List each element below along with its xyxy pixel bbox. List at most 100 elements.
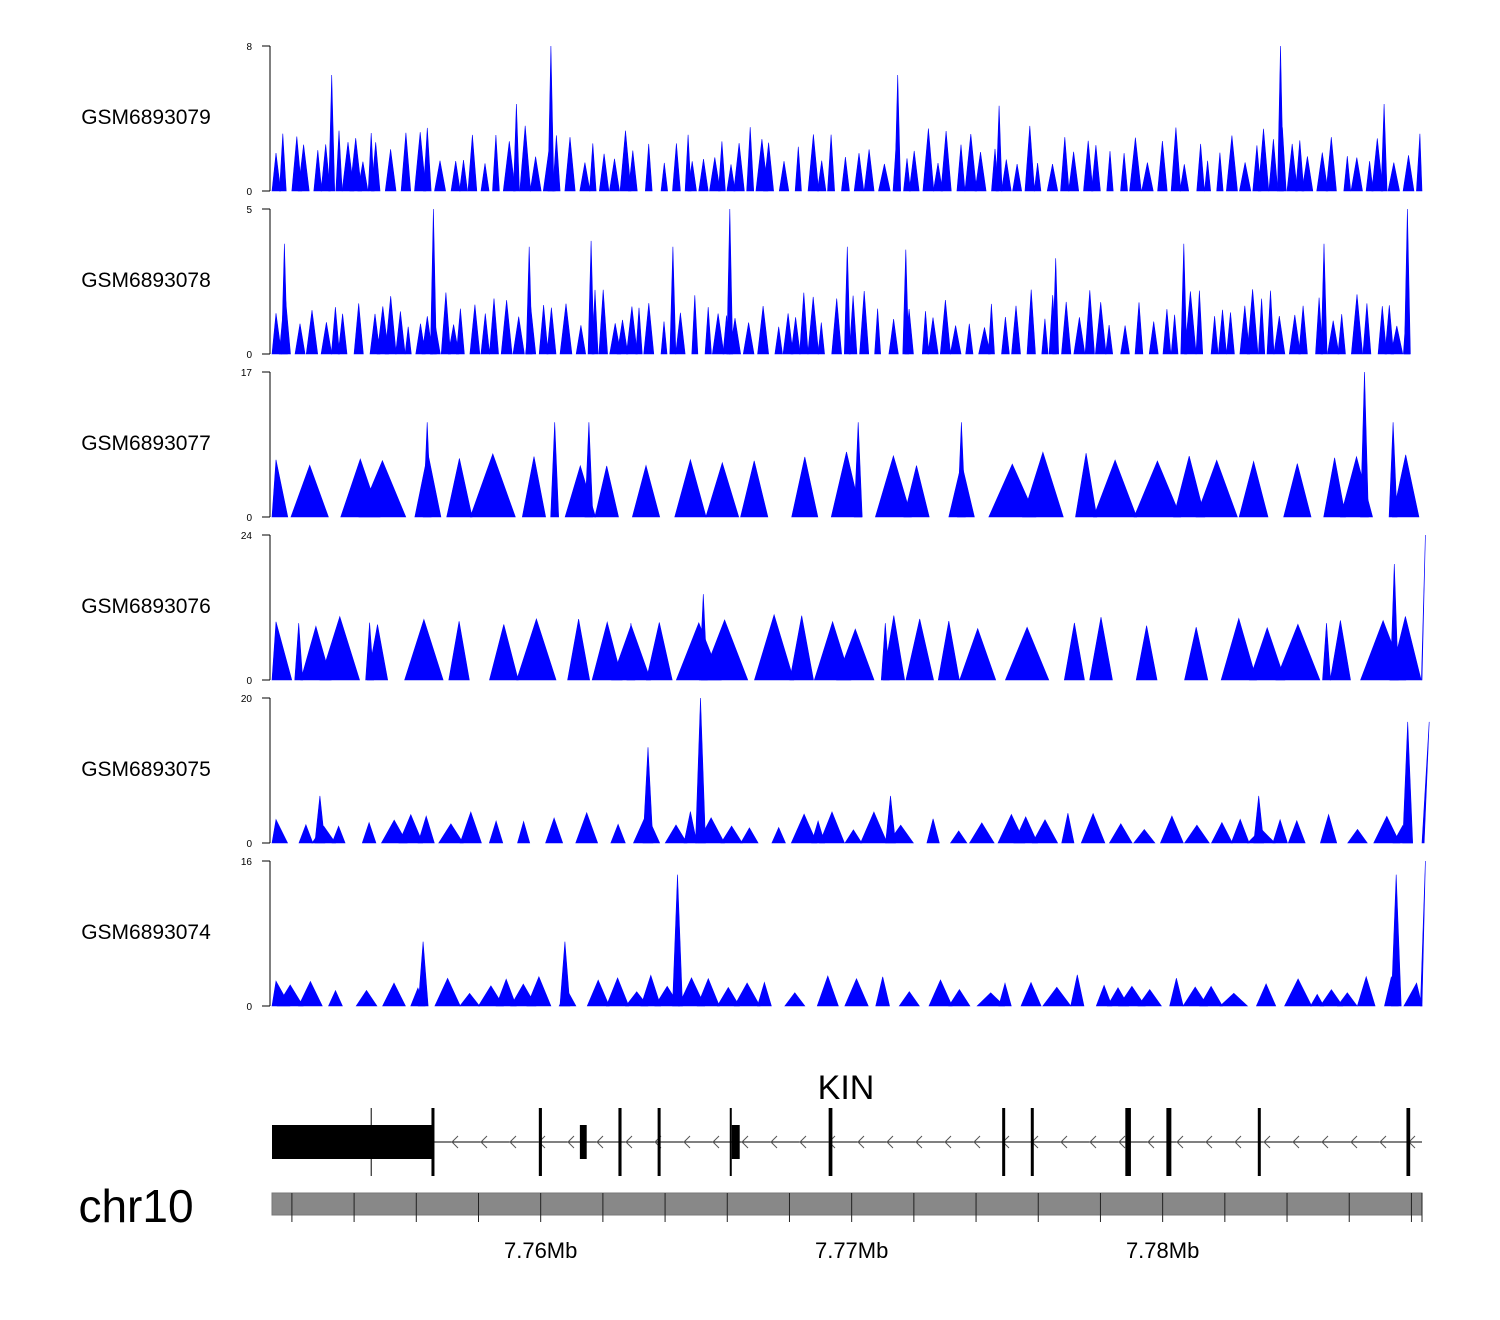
coverage-peak: [859, 290, 870, 355]
coverage-peak: [594, 465, 619, 518]
coverage-peak: [1031, 819, 1059, 844]
coverage-peak: [1325, 137, 1337, 192]
track-gsm6893078: GSM6893078 5 0: [81, 205, 1411, 361]
coverage-peak: [1249, 626, 1286, 681]
coverage-peak: [448, 621, 470, 681]
coverage-peak: [1283, 463, 1312, 518]
coverage-peak: [1301, 156, 1314, 192]
coverage-peak: [610, 823, 626, 844]
coverage-peak: [1060, 137, 1070, 192]
coverage-peak: [817, 160, 827, 192]
coverage-peak: [853, 153, 865, 192]
coverage-peak: [1052, 258, 1059, 355]
coverage-peak: [558, 989, 577, 1007]
coverage-peak: [672, 874, 683, 1007]
coverage-peak: [353, 303, 364, 355]
coverage-peak: [575, 325, 587, 355]
track-gsm6893079: GSM6893079 8 0: [81, 42, 1423, 198]
strand-arrow-icon: [1060, 1135, 1068, 1149]
coverage-peak: [371, 142, 381, 192]
exon: [729, 1108, 732, 1176]
coverage-peak: [271, 621, 293, 681]
coverage-peak: [384, 149, 397, 192]
coverage-peak: [382, 982, 406, 1007]
genome-axis: chr10 7.76Mb 7.77Mb 7.78Mb: [78, 1180, 1423, 1263]
coverage-peak: [1013, 816, 1038, 844]
y-tick-label-bottom: 0: [246, 513, 252, 524]
coverage-peak: [904, 308, 914, 355]
coverage-peak: [1230, 818, 1250, 844]
coverage-peak: [677, 977, 706, 1007]
coverage-peak: [848, 295, 858, 355]
coverage-peak: [1184, 291, 1197, 355]
coverage-peak: [271, 818, 289, 844]
coverage-peak: [949, 830, 968, 844]
coverage-peak: [799, 292, 809, 355]
coverage-peak: [395, 311, 406, 355]
track-label: GSM6893079: [81, 106, 211, 129]
coverage-peak: [1343, 156, 1352, 192]
coverage-peak: [331, 825, 346, 844]
coverage-peak: [700, 619, 749, 681]
coverage-peak: [874, 308, 881, 355]
coverage-peak: [1195, 459, 1238, 518]
coverage-peak: [716, 986, 740, 1007]
coverage-peak: [271, 313, 282, 355]
coverage-peak: [517, 820, 531, 844]
coverage-peak: [1360, 371, 1369, 518]
coverage-peak: [784, 992, 806, 1007]
coverage-peak: [1180, 243, 1188, 355]
coverage-peak: [598, 289, 608, 355]
coverage-peak: [1093, 459, 1138, 518]
coverage-peak: [380, 819, 408, 844]
coverage-peak: [434, 160, 446, 192]
coverage-peak: [959, 627, 997, 681]
coverage-peak: [1133, 829, 1156, 844]
coverage-peak: [1157, 140, 1168, 192]
coverage-peak: [1246, 828, 1276, 844]
coverage-peak: [278, 291, 291, 355]
coverage-peak: [921, 311, 930, 355]
coverage-peak: [1295, 140, 1305, 192]
coverage-peak: [712, 313, 725, 355]
strand-arrow-icon: [509, 1135, 517, 1149]
coverage-peak: [297, 144, 310, 192]
coverage-peak: [1421, 721, 1430, 844]
coverage-peak: [584, 422, 594, 518]
coverage-peak: [335, 130, 343, 192]
coverage-peak: [294, 323, 306, 355]
coverage-peak: [790, 813, 818, 844]
coverage-peak: [521, 456, 546, 518]
coverage-peak: [1073, 317, 1086, 355]
coverage-peak: [763, 142, 774, 192]
coverage-peak: [726, 164, 736, 192]
coverage-peak: [1384, 305, 1394, 355]
coverage-peak: [642, 747, 654, 844]
coverage-peak: [644, 143, 653, 192]
coverage-peak: [1159, 815, 1184, 844]
coverage-peak: [782, 313, 794, 355]
coverage-peak: [512, 316, 525, 355]
coverage-peak: [807, 134, 820, 192]
coverage-peak: [414, 132, 427, 192]
coverage-peak: [965, 323, 974, 355]
coverage-peak: [1083, 140, 1094, 192]
coverage-peak: [1182, 986, 1209, 1007]
exon-boundary: [431, 1108, 435, 1176]
strand-arrow-icon: [1205, 1135, 1213, 1149]
coverage-peak: [367, 624, 389, 681]
coverage-peak: [495, 978, 517, 1007]
coverage-peak: [794, 146, 802, 192]
coverage-peak: [683, 811, 698, 844]
coverage-peak: [586, 979, 610, 1007]
coverage-peak: [669, 246, 677, 355]
coverage-peak: [831, 298, 842, 355]
coverage-peak: [1310, 993, 1325, 1007]
coverage-peak: [878, 163, 891, 192]
coverage-peak: [1162, 309, 1172, 355]
coverage-peak: [1106, 151, 1114, 192]
coverage-peak: [898, 991, 920, 1007]
coverage-peak: [964, 133, 977, 192]
coverage-peak: [956, 144, 966, 192]
coverage-peak: [489, 298, 499, 355]
